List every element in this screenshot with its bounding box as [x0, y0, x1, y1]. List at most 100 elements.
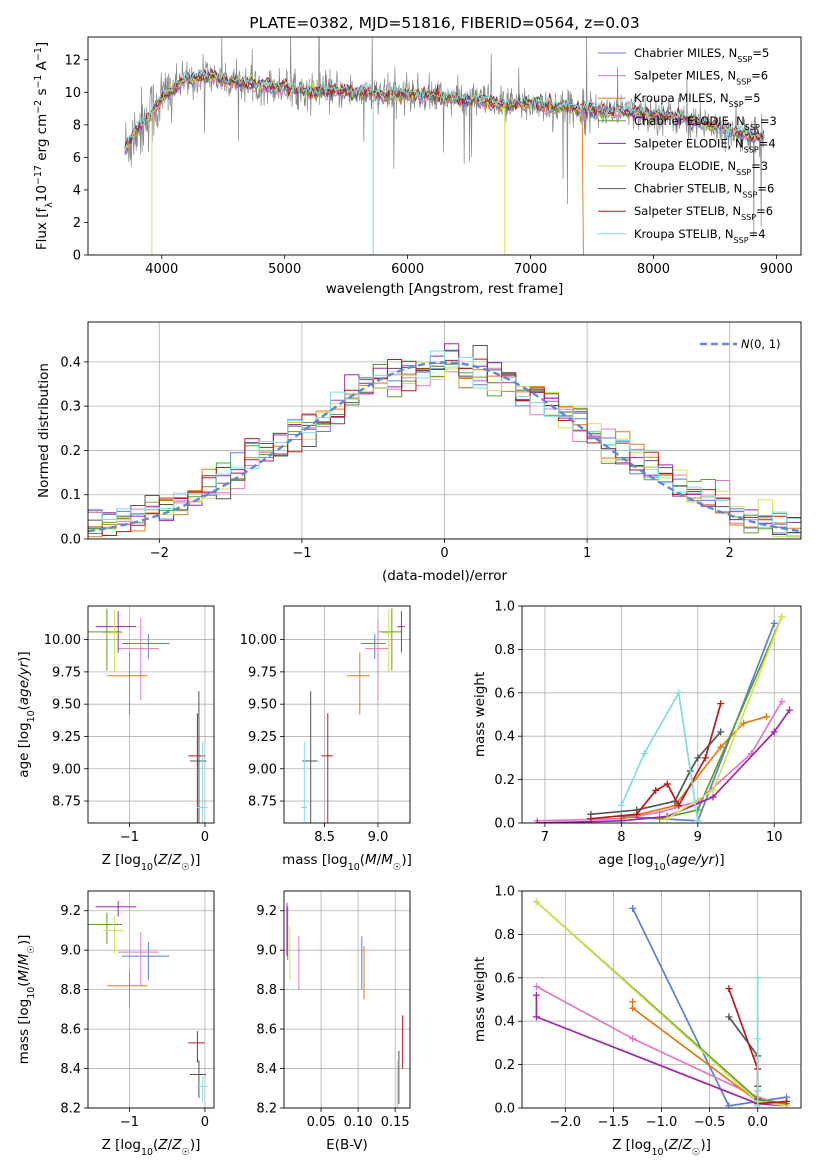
weight-marker [725, 1102, 733, 1108]
weight-marker [587, 815, 595, 823]
weight-marker [629, 904, 637, 912]
z-age-axes-ytick-label: 9.50 [52, 698, 81, 713]
ebv-mass-axes-xtick-label: 0.05 [307, 1115, 336, 1130]
residual-axes-xtick-label: −2 [150, 546, 169, 561]
weight-marker [754, 1087, 762, 1095]
spectrum-axes-plot [124, 37, 765, 255]
z-age-axes: −1 0 8.75 9.00 9.25 9.50 9.75 10.00 [44, 605, 215, 845]
weight-marker [778, 613, 786, 621]
weight-marker [754, 974, 762, 982]
z-mass-axes-xtick-label: 0 [201, 1115, 209, 1130]
z-age-axes-plot [88, 608, 208, 823]
weight-marker [663, 815, 671, 823]
z-age-axes-xtick-label: 0 [201, 830, 209, 845]
legend-label: Salpeter MILES, NSSP=6 [634, 69, 768, 87]
weight-marker [709, 786, 717, 794]
residual-axes-ytick-label: 0.3 [60, 400, 81, 415]
weight-marker [633, 810, 641, 818]
residual-xlabel: (data-model)/error [382, 568, 508, 584]
weight-line [631, 907, 787, 1107]
age-weight-axes-plot [533, 613, 794, 823]
z-weight-axes-frame [521, 890, 802, 1109]
z-weight-axes-plot [532, 898, 791, 1108]
z-age-axes-ytick-label: 10.00 [44, 633, 81, 648]
residual-axes: −2 −1 0 1 2 0.0 0.1 0.2 0.3 0.4 [60, 321, 802, 561]
residual-axes-plot [88, 343, 801, 538]
spectrum-title: PLATE=0382, MJD=51816, FIBERID=0564, z=0… [249, 14, 639, 32]
gaussian-reference-line [88, 361, 801, 533]
age-weight-axes-grid [522, 605, 801, 824]
z-mass-axes-ytick-label: 8.6 [60, 1023, 81, 1038]
spectrum-ylabel: Flux [fλ10−17 erg cm−2 s−1 A−1] [33, 42, 55, 250]
age-weight-axes-ytick-label: 1.0 [494, 600, 515, 615]
weight-marker [717, 728, 725, 736]
spectrum-axes-xtick-label: 4000 [145, 262, 178, 277]
z-weight-axes-ytick-label: 1.0 [494, 885, 515, 900]
age-weight-axes-frame [521, 605, 802, 824]
weight-marker [532, 1013, 540, 1021]
weight-line [537, 709, 791, 823]
model-spectrum-line [124, 74, 764, 151]
spectrum-axes-xtick-label: 5000 [268, 262, 301, 277]
age-weight-axes-xtick-label: 8 [617, 830, 625, 845]
weight-marker [533, 819, 541, 823]
mass-age-axes-frame [283, 605, 411, 824]
spectrum-axes-ytick-label: 8 [73, 118, 81, 133]
weight-marker [663, 780, 671, 788]
weight-marker [532, 991, 540, 999]
z-mass-axes-ytick-label: 9.2 [60, 904, 81, 919]
spectrum-axes-xtick-label: 9000 [760, 262, 793, 277]
residual-ylabel: Normed distribution [36, 363, 52, 498]
weight-marker [725, 1013, 733, 1021]
age-weight-axes-ytick-label: 0.0 [494, 817, 515, 832]
age-weight-axes-xtick-label: 7 [541, 830, 549, 845]
z-weight-axes-xtick-label: −0.5 [694, 1115, 726, 1130]
residual-axes-xtick-label: 0 [440, 546, 448, 561]
mass-age-axes-plot [301, 608, 405, 823]
z-weight-axes-xtick-label: 0.0 [747, 1115, 768, 1130]
weight-marker [778, 697, 786, 705]
age-weight-axes-xtick-label: 9 [694, 830, 702, 845]
legend-label: Chabrier ELODIE, NSSP=3 [634, 114, 777, 132]
ebv-mass-axes-xtick-label: 0.10 [344, 1115, 373, 1130]
weight-marker [629, 998, 637, 1006]
weight-line [535, 995, 787, 1107]
residual-legend: N(0, 1) [700, 337, 781, 351]
spectrum-axes: 4000 5000 6000 7000 8000 9000 0 2 4 6 8 10 12 [64, 36, 802, 277]
weight-line [590, 731, 722, 816]
weight-marker [652, 786, 660, 794]
residual-axes-frame [87, 321, 802, 540]
weight-marker [694, 817, 702, 823]
residual-axes-ytick-label: 0.1 [60, 488, 81, 503]
legend-label: Chabrier STELIB, NSSP=6 [634, 182, 774, 200]
z-weight-axes-ytick-label: 0.0 [494, 1102, 515, 1117]
ebv-mass-axes-frame [283, 890, 411, 1109]
age-weight-axes-ytick-label: 0.8 [494, 643, 515, 658]
age-weight-axes-ytick-label: 0.6 [494, 686, 515, 701]
age-weight-axes-xtick-label: 10 [766, 830, 783, 845]
mass-age-axes-ytick-label: 8.75 [248, 795, 277, 810]
residual-axes-ytick-label: 0.2 [60, 444, 81, 459]
ebv-mass-axes-ytick-label: 9.0 [256, 944, 277, 959]
z-age-axes-ytick-label: 9.25 [52, 730, 81, 745]
weight-marker [754, 1035, 762, 1043]
weight-marker [617, 817, 625, 823]
mass-age-axes-ytick-label: 9.50 [248, 698, 277, 713]
residual-axes-xtick-label: −1 [292, 546, 311, 561]
model-spectrum-line [124, 74, 765, 156]
z-mass-xlabel: Z [log10(Z/Z☉)] [102, 1137, 201, 1158]
z-weight-ylabel: mass weight [472, 957, 488, 1042]
ebv-mass-axes: 0.05 0.10 0.15 8.2 8.4 8.6 8.8 9.0 9.2 [256, 890, 411, 1130]
z-age-axes-ytick-label: 9.75 [52, 665, 81, 680]
spectrum-axes-ytick-label: 10 [64, 86, 81, 101]
ebv-mass-axes-grid [284, 891, 410, 1109]
z-mass-axes-ytick-label: 9.0 [60, 944, 81, 959]
weight-marker [640, 750, 648, 758]
z-age-axes-frame [87, 605, 215, 824]
z-weight-axes-ytick-label: 0.4 [494, 1015, 515, 1030]
z-age-ylabel: age [log10(age/yr)] [16, 651, 37, 777]
weight-marker [675, 802, 683, 810]
z-weight-axes-xtick-label: −2.0 [550, 1115, 582, 1130]
weight-marker [694, 754, 702, 762]
